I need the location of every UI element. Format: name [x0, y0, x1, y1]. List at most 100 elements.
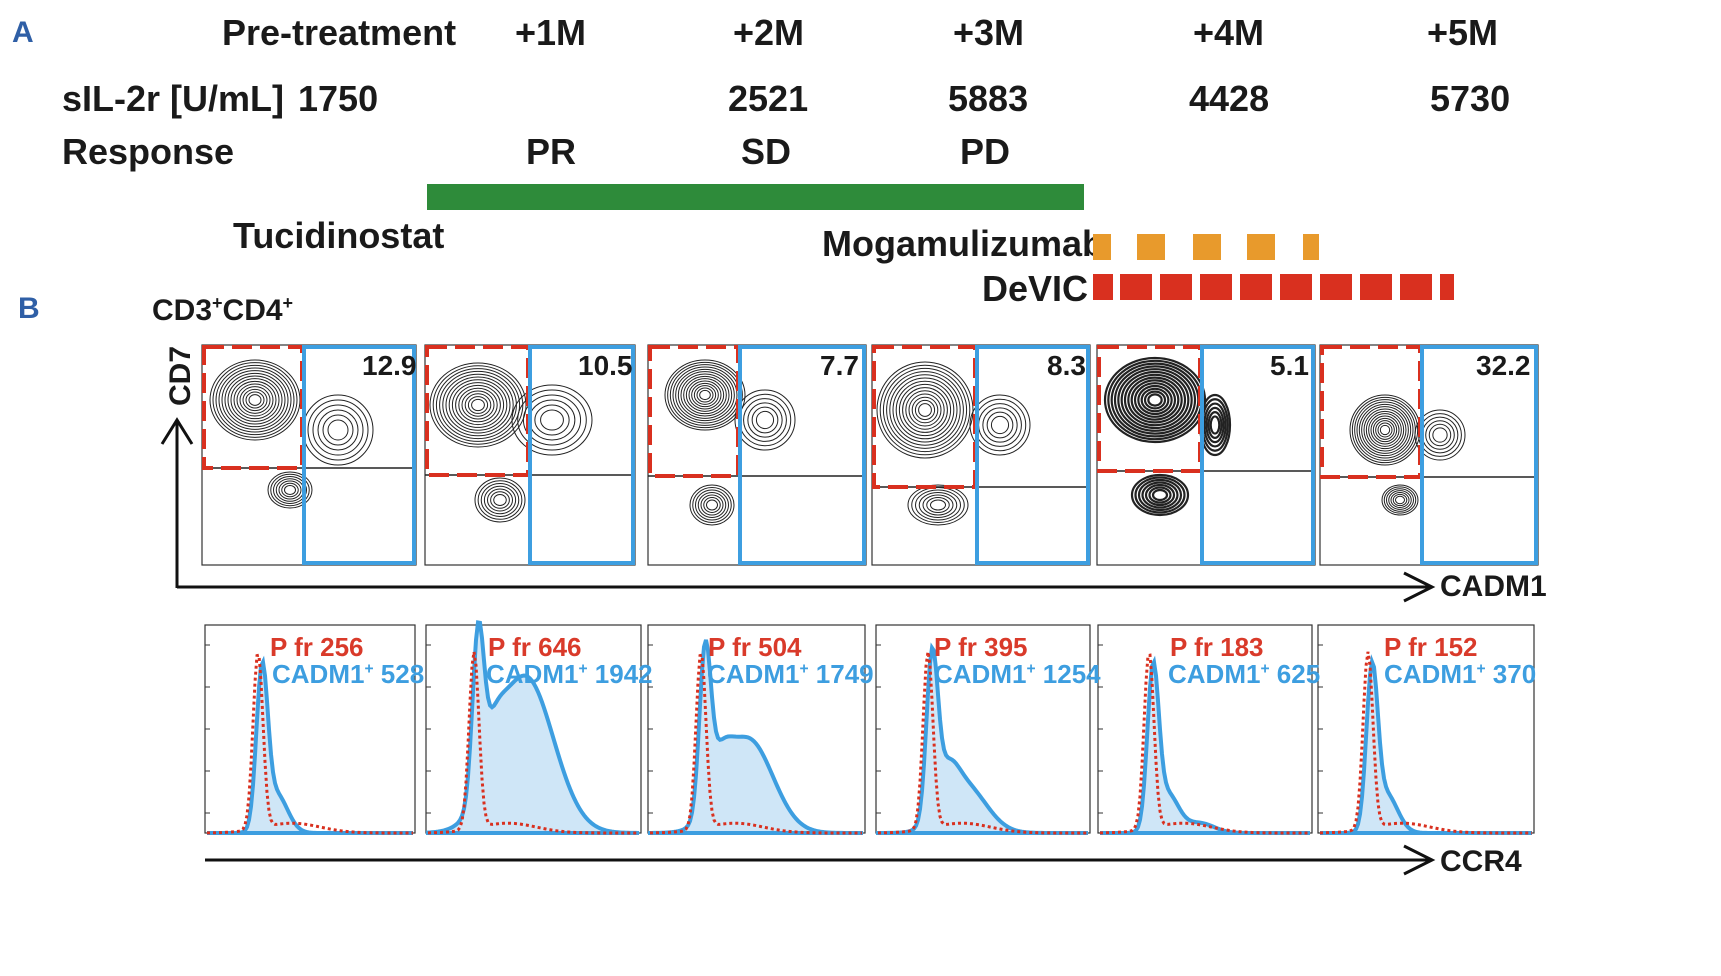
contour-line [986, 411, 1014, 439]
contour-line [1428, 423, 1452, 447]
pfr-histogram [649, 653, 863, 835]
cadm1-mfi-label: CADM1+ 1254 [934, 659, 1101, 689]
contour-line [688, 380, 722, 410]
contour-line [699, 389, 711, 401]
contour-line [483, 485, 517, 515]
contour-line [677, 371, 733, 419]
mogamulizumab-dose [1193, 234, 1221, 260]
contour-line [1368, 413, 1402, 447]
contour-line [1395, 495, 1405, 505]
sil2r-value-3m: 5883 [948, 78, 1029, 119]
contour-line [273, 476, 307, 504]
contour-line [1432, 427, 1448, 443]
contour-line [692, 487, 732, 523]
tucidinostat-bar [427, 184, 1084, 210]
devic-dose [1093, 274, 1113, 300]
cadm1-mfi-label: CADM1+ 625 [1168, 659, 1321, 689]
timepoint-1m: +1M [515, 12, 587, 53]
contour-line [1203, 402, 1227, 448]
contour-line [664, 359, 746, 431]
contour-line [307, 399, 369, 461]
contour-line [1148, 486, 1172, 504]
contour-line [696, 387, 714, 403]
contour-line [1130, 473, 1190, 517]
contour-line [879, 364, 971, 456]
contour-line [312, 404, 364, 456]
contour-line [889, 374, 961, 446]
contour-line [474, 477, 526, 523]
contour-line [1392, 493, 1408, 507]
contour-line [1390, 492, 1410, 508]
pfr-label: P fr 256 [270, 632, 364, 662]
contour-line [317, 409, 359, 451]
contour-line [892, 377, 958, 443]
timepoint-5m: +5M [1427, 12, 1499, 53]
contour-line [534, 404, 570, 436]
contour-line [1381, 484, 1419, 516]
contour-line [458, 387, 498, 423]
contour-line [1141, 481, 1179, 509]
contour-line [1143, 390, 1167, 410]
contour-line [695, 489, 729, 521]
contour-line [451, 382, 505, 428]
contour-line [242, 388, 268, 412]
pfr-label: P fr 646 [488, 632, 582, 662]
mogamulizumab-label: Mogamulizumab [822, 223, 1105, 264]
contour-line [1147, 393, 1163, 407]
timepoint-2m: +2M [733, 12, 805, 53]
sil2r-value-5m: 5730 [1430, 78, 1511, 119]
mogamulizumab-dose [1137, 234, 1165, 260]
response-label: Response [62, 131, 235, 172]
contour-line [914, 399, 936, 421]
contour-line [522, 394, 582, 446]
cadm1-positive-gate [302, 345, 416, 565]
population-label: CD3+CD4+ [152, 293, 294, 327]
contour-line [706, 499, 718, 511]
contour-line [1120, 370, 1190, 430]
contour-line [1356, 401, 1414, 459]
contour-line [218, 367, 292, 433]
contour-line [1113, 365, 1197, 435]
cadm1-positive-gate [1200, 345, 1315, 565]
contour-line [1370, 415, 1400, 445]
contour-line [918, 492, 958, 518]
contour-line [1103, 356, 1207, 444]
pfr-label: P fr 395 [934, 632, 1028, 662]
contour-line [1388, 490, 1412, 510]
contour-line [1127, 376, 1183, 424]
contour-line [1123, 373, 1187, 427]
contour-line [487, 488, 513, 512]
contour-line [236, 383, 274, 417]
contour-line [691, 382, 719, 408]
contour-line [918, 403, 932, 417]
contour-line [915, 489, 961, 521]
contour-line [990, 415, 1010, 435]
devic-dose [1320, 274, 1352, 300]
contour-line [245, 391, 265, 409]
contour-line [697, 492, 727, 518]
contour-line [230, 378, 280, 422]
response-pr: PR [526, 131, 577, 172]
devic-label: DeVIC [982, 268, 1089, 309]
contour-line [267, 471, 313, 509]
mogamulizumab-dose [1303, 234, 1319, 260]
contour-line [1379, 424, 1391, 436]
pfr-histogram [1099, 653, 1311, 835]
pfr-histogram [427, 651, 638, 835]
contour-line [1151, 488, 1169, 502]
contour-line [270, 473, 310, 507]
contour-line [689, 484, 735, 526]
contour-line [467, 396, 489, 414]
contour-line [747, 402, 783, 438]
contour-line [1414, 409, 1466, 461]
contour-line [511, 384, 593, 456]
contour-line [212, 362, 298, 438]
devic-dose [1120, 274, 1152, 300]
contour-line [215, 364, 295, 436]
response-sd: SD [741, 131, 792, 172]
contour-line [908, 393, 942, 427]
contour-line [734, 389, 796, 451]
contour-line [1207, 411, 1223, 439]
contour-line [876, 361, 974, 459]
